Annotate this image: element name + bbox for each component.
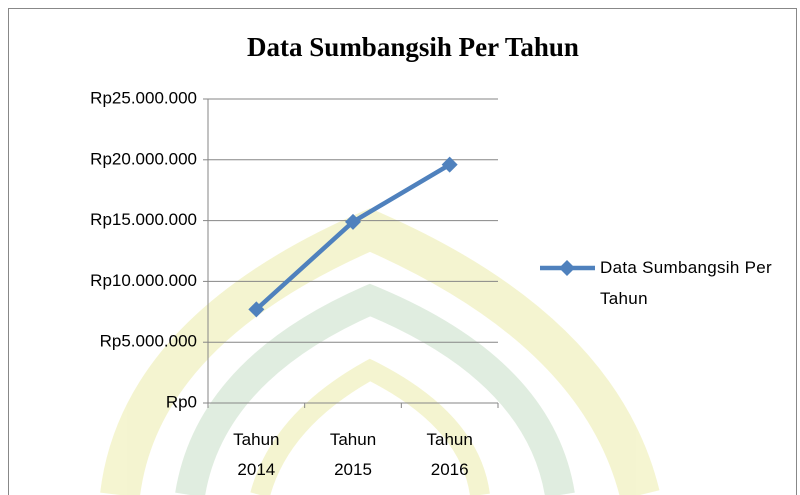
- y-tick-label: Rp0: [166, 392, 197, 411]
- x-tick-label: Tahun 2015: [329, 430, 377, 479]
- y-tick-label: Rp10.000.000: [90, 271, 197, 290]
- y-tick-label: Rp5.000.000: [100, 332, 197, 351]
- chart-title: Data Sumbangsih Per Tahun: [247, 32, 579, 62]
- chart-border: [8, 8, 797, 495]
- point-marker: [441, 156, 458, 173]
- legend-marker: [559, 260, 575, 276]
- point-marker: [345, 213, 361, 230]
- x-tick-label: Tahun 2016: [426, 430, 473, 479]
- legend-label: Data Sumbangsih Per Tahun: [600, 258, 773, 308]
- x-tick-label: Tahun 2014: [233, 430, 280, 479]
- y-tick-label: Rp20.000.000: [90, 149, 197, 168]
- y-tick-label: Rp15.000.000: [90, 210, 197, 229]
- point-marker: [248, 301, 265, 318]
- y-tick-label: Rp25.000.000: [90, 88, 197, 107]
- watermark: [100, 208, 660, 495]
